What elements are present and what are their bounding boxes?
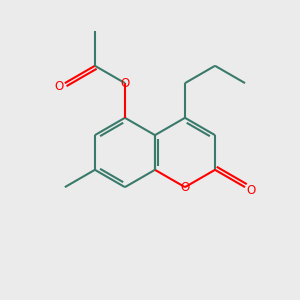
Text: O: O: [54, 80, 64, 93]
Text: O: O: [120, 76, 130, 90]
Text: O: O: [246, 184, 256, 197]
Text: O: O: [180, 181, 190, 194]
